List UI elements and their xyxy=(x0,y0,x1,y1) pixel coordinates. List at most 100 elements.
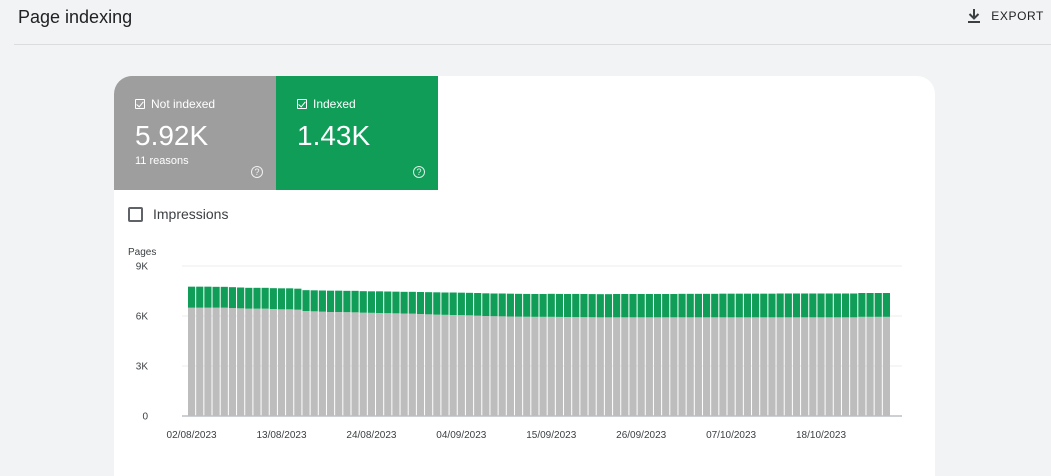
bar-not-indexed xyxy=(817,317,825,416)
bar-not-indexed xyxy=(408,313,416,416)
bar-not-indexed xyxy=(523,316,531,416)
bar-indexed xyxy=(801,293,809,318)
y-tick-label: 3K xyxy=(136,362,149,373)
bar-not-indexed xyxy=(196,307,204,416)
bar-not-indexed xyxy=(882,316,890,416)
x-tick-label: 13/08/2023 xyxy=(256,430,306,441)
bar-indexed xyxy=(539,294,547,317)
bar-indexed xyxy=(596,294,604,318)
not-indexed-label: Not indexed xyxy=(151,97,216,111)
bar-indexed xyxy=(498,293,506,317)
bar-not-indexed xyxy=(294,309,302,416)
bar-not-indexed xyxy=(335,312,343,416)
bar-indexed xyxy=(662,294,670,318)
not-indexed-header: Not indexed xyxy=(135,97,215,111)
bar-not-indexed xyxy=(735,317,743,416)
bar-indexed xyxy=(245,287,253,309)
bar-indexed xyxy=(866,293,874,317)
bar-indexed xyxy=(359,291,367,313)
chart-svg: Pages 0 3K 6K 9K 02/08/2023 13/08/2023 24/08/20… xyxy=(128,247,902,441)
bar-not-indexed xyxy=(711,317,719,416)
bar-indexed xyxy=(727,293,735,318)
y-tick-label: 6K xyxy=(136,312,149,323)
bar-indexed xyxy=(760,293,768,318)
checkbox-unchecked-icon[interactable] xyxy=(128,206,143,222)
bar-indexed xyxy=(784,293,792,318)
bar-indexed xyxy=(425,292,433,315)
bar-indexed xyxy=(809,293,817,318)
bar-indexed xyxy=(482,293,490,316)
bar-indexed xyxy=(367,291,376,313)
bar-indexed xyxy=(711,293,719,318)
bar-not-indexed xyxy=(792,317,801,416)
bar-not-indexed xyxy=(825,317,833,416)
checkbox-checked-icon[interactable] xyxy=(297,99,307,109)
bar-not-indexed xyxy=(727,317,735,416)
bar-not-indexed xyxy=(253,308,261,416)
indexed-tile[interactable]: Indexed 1.43K ? xyxy=(276,76,438,190)
bar-not-indexed xyxy=(555,316,564,416)
checkbox-checked-icon[interactable] xyxy=(135,99,145,109)
bar-not-indexed xyxy=(596,317,604,416)
bar-indexed xyxy=(637,294,645,318)
bar-not-indexed xyxy=(801,317,809,416)
bar-not-indexed xyxy=(539,316,547,416)
indexed-value: 1.43K xyxy=(297,120,371,151)
impressions-toggle[interactable]: Impressions xyxy=(128,206,228,222)
not-indexed-tile[interactable]: Not indexed 5.92K 11 reasons ? xyxy=(114,76,276,190)
bar-not-indexed xyxy=(326,312,335,416)
bar-not-indexed xyxy=(449,315,457,416)
x-tick-label: 18/10/2023 xyxy=(796,430,846,441)
bar-indexed xyxy=(400,291,408,314)
bar-indexed xyxy=(792,293,801,318)
bar-not-indexed xyxy=(302,311,310,416)
bar-indexed xyxy=(588,294,596,318)
bar-not-indexed xyxy=(784,317,792,416)
bar-not-indexed xyxy=(457,315,465,416)
export-label: EXPORT xyxy=(991,9,1044,23)
bar-not-indexed xyxy=(465,315,474,416)
bar-indexed xyxy=(841,293,850,318)
bar-indexed xyxy=(645,294,653,318)
bar-not-indexed xyxy=(220,307,228,416)
bar-indexed xyxy=(212,286,220,308)
bar-indexed xyxy=(768,293,776,318)
bar-indexed xyxy=(882,293,890,317)
bar-not-indexed xyxy=(613,317,621,416)
bar-not-indexed xyxy=(531,316,539,416)
x-tick-label: 24/08/2023 xyxy=(346,430,396,441)
bar-indexed xyxy=(441,292,449,315)
top-bar: Page indexing EXPORT xyxy=(0,0,1051,44)
export-button[interactable]: EXPORT xyxy=(965,5,1044,27)
bar-indexed xyxy=(604,294,613,318)
bar-not-indexed xyxy=(310,311,318,416)
bar-indexed xyxy=(547,293,555,317)
bar-indexed xyxy=(752,293,760,318)
download-icon xyxy=(968,9,981,23)
bar-not-indexed xyxy=(277,309,286,416)
bar-not-indexed xyxy=(776,317,784,416)
bar-indexed xyxy=(392,291,400,314)
header-divider xyxy=(14,44,1051,45)
bar-not-indexed xyxy=(204,307,212,416)
bar-indexed xyxy=(621,294,629,318)
bar-indexed xyxy=(613,294,621,318)
bar-not-indexed xyxy=(269,309,277,416)
bar-not-indexed xyxy=(621,317,629,416)
bar-not-indexed xyxy=(662,317,670,416)
help-icon[interactable]: ? xyxy=(251,166,263,178)
bar-indexed xyxy=(850,293,858,318)
help-icon[interactable]: ? xyxy=(413,166,425,178)
bar-indexed xyxy=(653,294,662,318)
bar-not-indexed xyxy=(367,312,376,416)
bar-not-indexed xyxy=(490,316,498,416)
bar-indexed xyxy=(433,292,441,315)
bar-not-indexed xyxy=(670,317,678,416)
bar-indexed xyxy=(702,293,711,318)
bar-indexed xyxy=(694,293,702,318)
bar-not-indexed xyxy=(850,317,858,416)
y-tick-label: 9K xyxy=(136,262,149,273)
bar-not-indexed xyxy=(588,317,596,416)
bar-indexed xyxy=(490,293,498,317)
bar-not-indexed xyxy=(866,316,874,416)
